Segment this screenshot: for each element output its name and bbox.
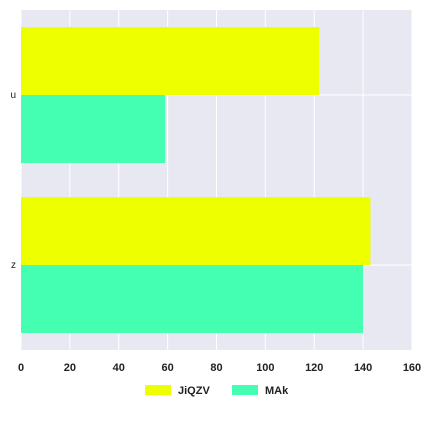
legend-swatch-JiQZV (145, 385, 171, 395)
bar-JiQZV-z (21, 197, 371, 265)
x-tick-label: 160 (403, 362, 421, 374)
bars (21, 27, 371, 333)
bar-MAk-u (21, 95, 166, 163)
category-labels: uz (10, 90, 16, 271)
category-label: z (11, 260, 16, 271)
x-tick-label: 100 (256, 362, 274, 374)
x-tick-label: 120 (305, 362, 323, 374)
bar-MAk-z (21, 265, 364, 333)
legend-swatch-MAk (232, 385, 258, 395)
x-tick-label: 20 (64, 362, 76, 374)
x-tick-label: 60 (162, 362, 174, 374)
legend: JiQZV MAk (145, 385, 289, 397)
category-label: u (10, 90, 16, 101)
x-tick-label: 80 (210, 362, 222, 374)
legend-label: MAk (265, 385, 289, 397)
x-axis-ticks: 0 20 40 60 80 100 120 140 160 (18, 362, 421, 374)
x-tick-label: 40 (113, 362, 125, 374)
legend-label: JiQZV (178, 385, 210, 397)
x-tick-label: 140 (354, 362, 372, 374)
bar-JiQZV-u (21, 27, 320, 95)
x-tick-label: 0 (18, 362, 24, 374)
